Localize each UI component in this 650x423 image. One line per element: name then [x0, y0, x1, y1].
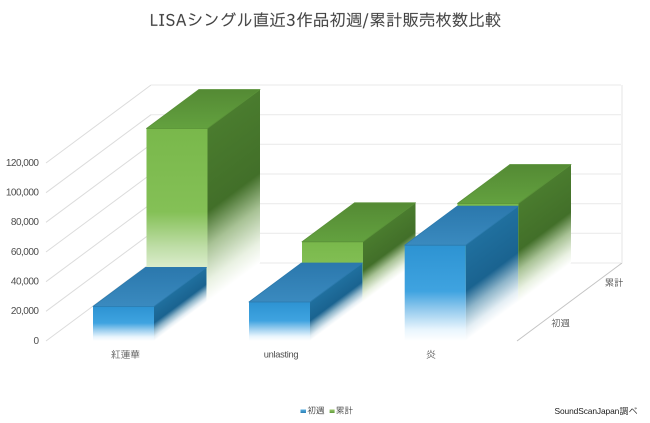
svg-text:0: 0 [33, 336, 39, 347]
svg-text:80,000: 80,000 [11, 217, 40, 228]
svg-text:unlasting: unlasting [264, 350, 299, 360]
svg-text:40,000: 40,000 [11, 277, 40, 288]
svg-text:SoundScanJapan: SoundScanJapan [555, 406, 620, 416]
svg-text:100,000: 100,000 [6, 188, 40, 199]
svg-text:20,000: 20,000 [11, 306, 40, 317]
svg-text:120,000: 120,000 [6, 158, 40, 169]
svg-text:60,000: 60,000 [11, 247, 40, 258]
